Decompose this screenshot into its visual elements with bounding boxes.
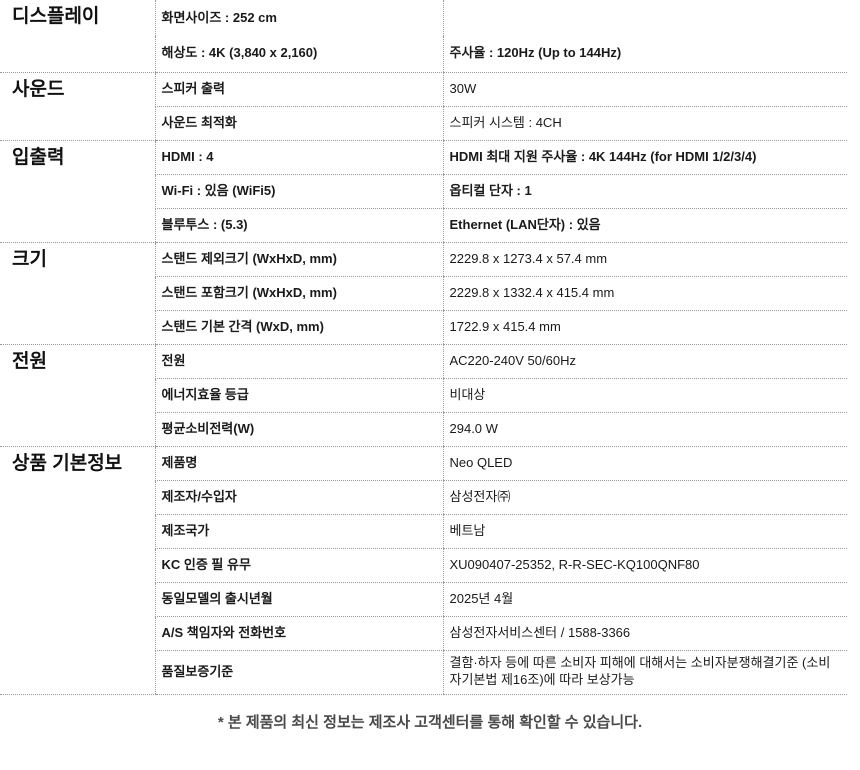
- spec-value: HDMI 최대 지원 주사율 : 4K 144Hz (for HDMI 1/2/…: [442, 140, 847, 175]
- spec-value: 30W: [442, 72, 847, 107]
- spec-value: 스피커 시스템 : 4CH: [442, 106, 847, 141]
- section-header-display: 디스플레이: [0, 0, 155, 73]
- spec-value: 삼성전자서비스센터 / 1588-3366: [442, 616, 847, 651]
- spec-label: 평균소비전력(W): [154, 412, 443, 447]
- spec-value: Ethernet (LAN단자) : 있음: [442, 208, 847, 243]
- spec-label: A/S 책임자와 전화번호: [154, 616, 443, 651]
- section-header-io: 입출력: [0, 140, 155, 243]
- spec-label: 스탠드 제외크기 (WxHxD, mm): [154, 242, 443, 277]
- spec-value: [442, 0, 847, 36]
- spec-label: KC 인증 필 유무: [154, 548, 443, 583]
- spec-label: 동일모델의 출시년월: [154, 582, 443, 617]
- section-header-basic-info: 상품 기본정보: [0, 446, 155, 695]
- spec-value: 비대상: [442, 378, 847, 413]
- section-header-size: 크기: [0, 242, 155, 345]
- spec-label: Wi-Fi : 있음 (WiFi5): [154, 174, 443, 209]
- section-header-sound: 사운드: [0, 72, 155, 141]
- spec-label: 스피커 출력: [154, 72, 443, 107]
- spec-value: 2229.8 x 1273.4 x 57.4 mm: [442, 242, 847, 277]
- spec-value: 옵티컬 단자 : 1: [442, 174, 847, 209]
- spec-label: 전원: [154, 344, 443, 379]
- spec-label: 제조자/수입자: [154, 480, 443, 515]
- spec-label: 스탠드 기본 간격 (WxD, mm): [154, 310, 443, 345]
- product-spec-table: 디스플레이 화면사이즈 : 252 cm 해상도 : 4K (3,840 x 2…: [0, 0, 847, 695]
- spec-value: 2025년 4월: [442, 582, 847, 617]
- spec-value: 2229.8 x 1332.4 x 415.4 mm: [442, 276, 847, 311]
- spec-label: 에너지효율 등급: [154, 378, 443, 413]
- spec-value: 삼성전자㈜: [442, 480, 847, 515]
- spec-value: 주사율 : 120Hz (Up to 144Hz): [442, 36, 847, 73]
- spec-label: 스탠드 포함크기 (WxHxD, mm): [154, 276, 443, 311]
- spec-label: 해상도 : 4K (3,840 x 2,160): [154, 36, 443, 73]
- spec-value: 베트남: [442, 514, 847, 549]
- spec-value: 결함·하자 등에 따른 소비자 피해에 대해서는 소비자분쟁해결기준 (소비자기…: [442, 650, 847, 695]
- spec-label: 사운드 최적화: [154, 106, 443, 141]
- spec-label: 화면사이즈 : 252 cm: [154, 0, 443, 36]
- spec-value: 294.0 W: [442, 412, 847, 447]
- spec-value: XU090407-25352, R-R-SEC-KQ100QNF80: [442, 548, 847, 583]
- spec-value: Neo QLED: [442, 446, 847, 481]
- spec-label: 제조국가: [154, 514, 443, 549]
- footer-note: * 본 제품의 최신 정보는 제조사 고객센터를 통해 확인할 수 있습니다.: [217, 713, 643, 731]
- spec-label: 블루투스 : (5.3): [154, 208, 443, 243]
- spec-label: HDMI : 4: [154, 140, 443, 175]
- spec-value: 1722.9 x 415.4 mm: [442, 310, 847, 345]
- spec-label: 제품명: [154, 446, 443, 481]
- section-header-power: 전원: [0, 344, 155, 447]
- spec-value: AC220-240V 50/60Hz: [442, 344, 847, 379]
- spec-page: 디스플레이 화면사이즈 : 252 cm 해상도 : 4K (3,840 x 2…: [0, 0, 847, 731]
- spec-label: 품질보증기준: [154, 650, 443, 695]
